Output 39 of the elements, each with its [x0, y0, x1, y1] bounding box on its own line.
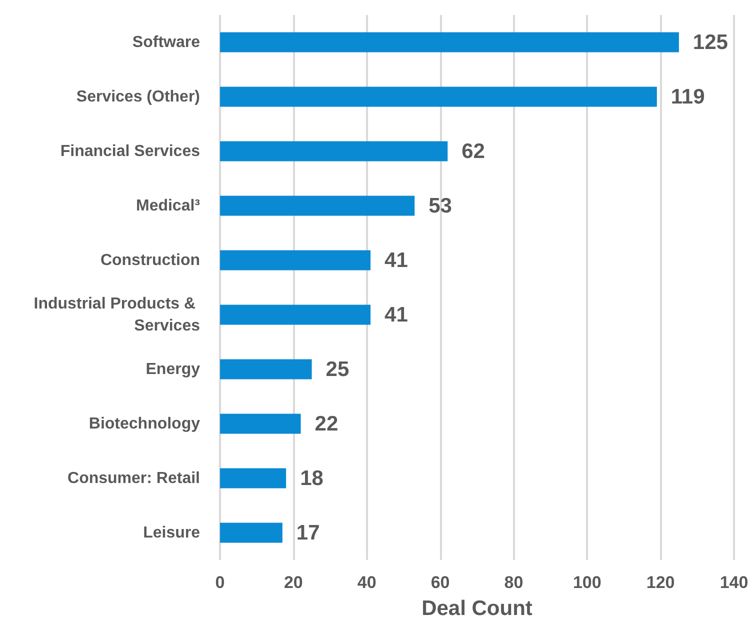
bar: [220, 250, 371, 270]
data-label: 119: [670, 85, 705, 108]
data-label: 17: [296, 521, 320, 544]
data-label: 125: [692, 30, 728, 54]
bar: [220, 141, 448, 162]
x-tick-label: 80: [504, 573, 524, 592]
y-tick-label: Biotechnology: [88, 415, 200, 432]
bar: [220, 196, 415, 216]
bar: [220, 414, 301, 434]
bar: [220, 304, 371, 325]
y-tick-label: Services (Other): [76, 88, 200, 106]
y-tick-label: Energy: [146, 360, 200, 378]
x-tick-label: 0: [215, 573, 225, 592]
bar: [220, 359, 312, 380]
y-tick-label: Consumer: Retail: [68, 470, 200, 487]
y-tick-label: Medical³: [136, 197, 200, 214]
bar: [220, 32, 679, 52]
y-tick-label: Financial Services: [60, 142, 200, 160]
x-tick-label: 60: [430, 573, 450, 592]
y-tick-label: Leisure: [143, 524, 200, 542]
x-tick-label: 20: [284, 573, 303, 592]
data-label: 25: [326, 358, 350, 381]
data-label: 22: [314, 412, 338, 436]
data-label: 53: [428, 194, 452, 218]
y-tick-label: Industrial Products & Services: [34, 295, 200, 334]
data-label: 41: [384, 248, 408, 272]
x-tick-label: 120: [646, 573, 675, 592]
bar: [220, 522, 282, 543]
bar: [220, 86, 657, 107]
y-tick-label: Software: [132, 34, 200, 51]
y-tick-label: Construction: [100, 252, 200, 269]
x-axis-title: Deal Count: [422, 597, 532, 620]
data-label: 41: [384, 303, 408, 326]
x-tick-label: 100: [572, 573, 602, 592]
bar: [220, 468, 286, 488]
x-tick-label: 140: [720, 573, 748, 592]
x-tick-label: 40: [357, 573, 376, 592]
data-label: 62: [462, 140, 485, 163]
data-label: 18: [300, 466, 324, 490]
